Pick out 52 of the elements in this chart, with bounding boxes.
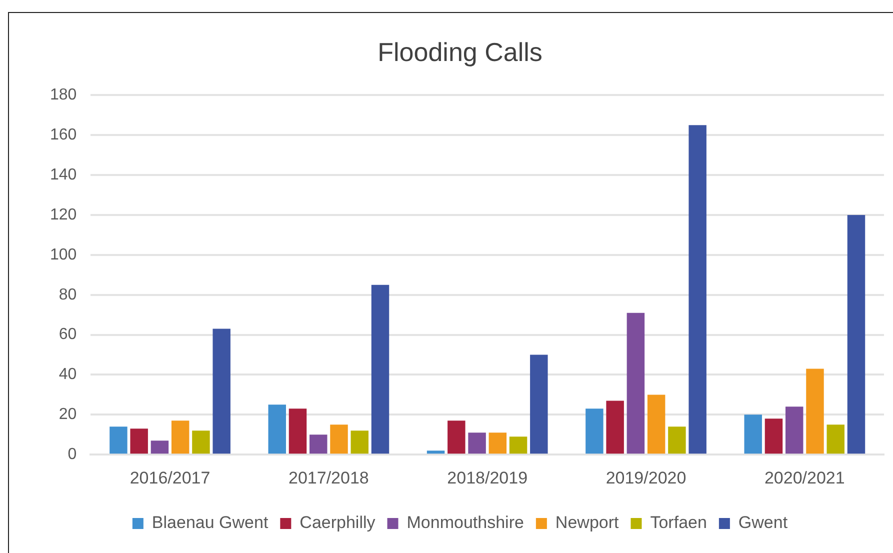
- x-tick-label: 2017/2018: [288, 468, 369, 488]
- bar: [350, 430, 368, 454]
- bar: [606, 400, 624, 454]
- bar: [192, 430, 210, 454]
- bar: [530, 354, 548, 454]
- bar: [371, 284, 390, 454]
- x-tick-label: 2020/2021: [764, 468, 845, 488]
- bar: [764, 418, 783, 454]
- y-tick-label: 20: [58, 406, 77, 424]
- legend-label: Gwent: [738, 513, 788, 532]
- bar: [310, 434, 328, 454]
- bar: [688, 125, 706, 454]
- legend-label: Caerphilly: [300, 513, 376, 532]
- bar: [586, 408, 604, 454]
- bar: [626, 312, 645, 454]
- bar: [647, 394, 666, 454]
- y-tick-label: 40: [58, 366, 77, 384]
- y-tick-label: 140: [50, 166, 77, 184]
- bar: [785, 406, 804, 454]
- bar: [130, 428, 148, 454]
- bar: [426, 450, 445, 454]
- y-tick-label: 100: [50, 246, 77, 264]
- y-tick-label: 180: [50, 86, 77, 104]
- bar: [268, 404, 286, 454]
- bar: [448, 420, 466, 454]
- y-tick-label: 60: [58, 326, 77, 344]
- bar: [330, 424, 348, 454]
- bar: [668, 426, 686, 454]
- legend-label: Newport: [555, 513, 620, 532]
- bar: [847, 215, 866, 454]
- bar: [110, 426, 128, 454]
- bar: [212, 328, 230, 454]
- bar: [826, 424, 844, 454]
- y-tick-label: 120: [50, 206, 77, 224]
- x-tick-label: 2016/2017: [130, 468, 210, 488]
- bar: [150, 440, 169, 454]
- legend-label: Blaenau Gwent: [152, 513, 268, 532]
- bar: [509, 436, 528, 454]
- bar: [806, 368, 824, 454]
- x-tick-label: 2018/2019: [447, 468, 528, 488]
- bar: [171, 420, 190, 454]
- bar: [468, 432, 486, 454]
- legend-label: Monmouthshire: [406, 513, 524, 532]
- chart-title: Flooding Calls: [378, 36, 542, 67]
- legend-label: Torfaen: [650, 513, 707, 532]
- y-tick-label: 160: [50, 126, 77, 144]
- x-tick-label: 2019/2020: [606, 468, 686, 488]
- bar: [744, 414, 762, 454]
- bar: [288, 408, 307, 454]
- y-tick-label: 80: [58, 286, 77, 304]
- y-tick-label: 0: [68, 446, 77, 464]
- bar: [488, 432, 507, 454]
